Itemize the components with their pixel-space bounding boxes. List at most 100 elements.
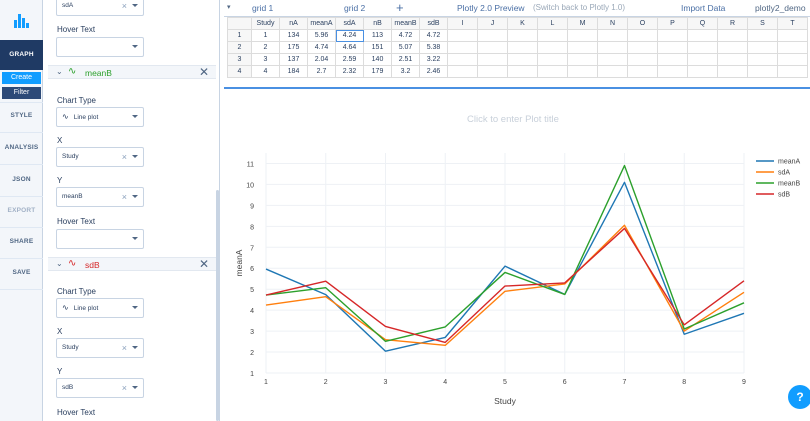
grid-cell[interactable]	[747, 65, 778, 78]
nav-save[interactable]: SAVE	[12, 269, 31, 276]
series-line-sdB[interactable]	[265, 227, 745, 344]
grid-cell[interactable]: 5.07	[391, 41, 420, 54]
grid-cell[interactable]: 2.59	[335, 53, 364, 66]
grid-cell[interactable]	[747, 41, 778, 54]
grid-cell[interactable]: 5.38	[419, 41, 448, 54]
grid-cell[interactable]	[507, 29, 538, 42]
column-header[interactable]: M	[567, 17, 598, 30]
series-line-sdA[interactable]	[265, 224, 745, 347]
grid-cell[interactable]: 3.2	[391, 65, 420, 78]
nav-share[interactable]: SHARE	[9, 238, 34, 245]
column-header[interactable]: S	[747, 17, 778, 30]
column-header[interactable]: R	[717, 17, 748, 30]
grid-cell[interactable]: 151	[363, 41, 392, 54]
grid-cell[interactable]: 4.72	[419, 29, 448, 42]
column-header[interactable]: sdA	[335, 17, 364, 30]
grid-cell[interactable]: 2.51	[391, 53, 420, 66]
grid-cell[interactable]	[717, 65, 748, 78]
help-chat-icon[interactable]: ?	[788, 385, 810, 409]
grid-cell[interactable]: 4.64	[335, 41, 364, 54]
y-select[interactable]: meanB ×	[56, 187, 144, 207]
grid-cell[interactable]	[687, 65, 718, 78]
clear-icon[interactable]: ×	[121, 192, 127, 202]
grid-cell[interactable]: 2.04	[307, 53, 336, 66]
grid-cell[interactable]	[477, 41, 508, 54]
trace-header-meanB[interactable]: ⌄ ∿ meanB ✕	[48, 65, 216, 79]
grid-cell[interactable]: 5.96	[307, 29, 336, 42]
grid-cell[interactable]: 2.32	[335, 65, 364, 78]
grid-cell[interactable]: 175	[279, 41, 308, 54]
hover-text-select[interactable]	[56, 37, 144, 57]
grid-cell[interactable]	[477, 29, 508, 42]
column-header[interactable]: J	[477, 17, 508, 30]
chevron-down-icon[interactable]	[132, 237, 138, 240]
chevron-down-icon[interactable]: ⌄	[56, 259, 63, 268]
x-select[interactable]: Study ×	[56, 147, 144, 167]
grid-cell[interactable]	[687, 53, 718, 66]
chevron-down-icon[interactable]	[132, 346, 138, 349]
nav-analysis[interactable]: ANALYSIS	[4, 144, 39, 151]
chevron-down-icon[interactable]: ⌄	[56, 67, 63, 76]
grid-plot-divider[interactable]	[224, 87, 810, 89]
column-header[interactable]: Q	[687, 17, 718, 30]
clear-icon[interactable]: ×	[121, 152, 127, 162]
panel-scrollbar[interactable]	[216, 190, 219, 421]
nav-graph[interactable]: GRAPH	[0, 40, 43, 70]
column-header[interactable]: I	[447, 17, 478, 30]
column-header[interactable]: nA	[279, 17, 308, 30]
chart-type-select[interactable]: ∿ Line plot	[56, 107, 144, 127]
grid-cell[interactable]: 2	[251, 41, 280, 54]
grid-cell[interactable]	[477, 65, 508, 78]
grid-cell[interactable]	[507, 53, 538, 66]
grid-cell[interactable]	[447, 41, 478, 54]
close-icon[interactable]: ✕	[198, 257, 209, 271]
user-name[interactable]: plotly2_demo	[755, 3, 806, 13]
grid-cell[interactable]	[597, 53, 628, 66]
plot-title[interactable]: Click to enter Plot title	[467, 114, 559, 125]
chevron-down-icon[interactable]	[132, 155, 138, 158]
column-header[interactable]: Study	[251, 17, 280, 30]
grid-cell[interactable]	[657, 29, 688, 42]
grid-cell[interactable]	[447, 29, 478, 42]
grid-cell[interactable]	[537, 53, 568, 66]
y-select[interactable]: sdB ×	[56, 378, 144, 398]
grid-cell[interactable]	[507, 41, 538, 54]
grid-cell[interactable]: 1	[251, 29, 280, 42]
grid-cell[interactable]	[597, 41, 628, 54]
grid-cell[interactable]: 4.72	[391, 29, 420, 42]
series-line-meanA[interactable]	[265, 181, 745, 352]
grid-cell[interactable]	[687, 29, 718, 42]
legend-label-meanA[interactable]: meanA	[778, 159, 801, 166]
column-header[interactable]: N	[597, 17, 628, 30]
nav-export[interactable]: EXPORT	[7, 207, 36, 214]
legend-label-meanB[interactable]: meanB	[778, 181, 801, 188]
grid-cell[interactable]: 184	[279, 65, 308, 78]
grid-cell[interactable]	[747, 53, 778, 66]
grid-cell[interactable]: 137	[279, 53, 308, 66]
grid-corner[interactable]	[227, 17, 252, 30]
nav-create[interactable]: Create	[2, 72, 41, 84]
grid-cell[interactable]	[627, 41, 658, 54]
grid-cell[interactable]	[657, 65, 688, 78]
clear-icon[interactable]: ×	[121, 383, 127, 393]
grid-cell[interactable]: 134	[279, 29, 308, 42]
column-header[interactable]: L	[537, 17, 568, 30]
grid-cell[interactable]	[537, 29, 568, 42]
series-line-meanB[interactable]	[265, 164, 745, 343]
column-header[interactable]: nB	[363, 17, 392, 30]
grid-cell[interactable]: 2.46	[419, 65, 448, 78]
grid-cell[interactable]	[567, 65, 598, 78]
add-grid-button[interactable]: +	[396, 0, 404, 15]
grid-cell[interactable]	[777, 65, 808, 78]
grid-cell[interactable]: 2.7	[307, 65, 336, 78]
grid-cell[interactable]	[657, 53, 688, 66]
tab-grid-1[interactable]: grid 1	[252, 3, 274, 13]
grid-cell[interactable]	[567, 29, 598, 42]
grid-cell[interactable]	[507, 65, 538, 78]
row-header[interactable]: 2	[227, 41, 252, 54]
grid-cell[interactable]	[447, 53, 478, 66]
close-icon[interactable]: ✕	[198, 65, 209, 79]
legend-label-sdA[interactable]: sdA	[778, 170, 790, 177]
x-select[interactable]: Study ×	[56, 338, 144, 358]
column-header[interactable]: O	[627, 17, 658, 30]
